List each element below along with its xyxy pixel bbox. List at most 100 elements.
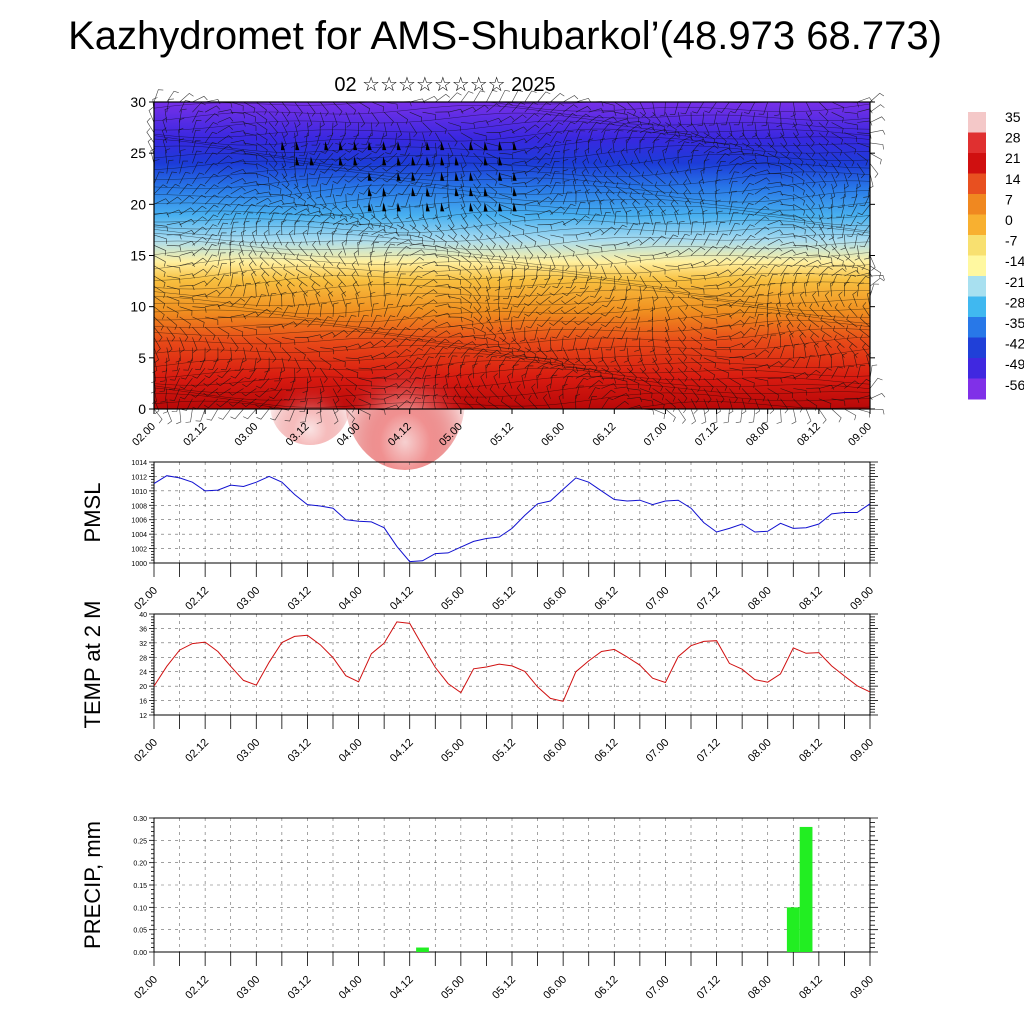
wind-barb [226,347,233,363]
wind-barb [300,132,308,147]
wind-barb [525,316,538,329]
wind-barb [767,264,780,277]
wind-barb [524,90,537,103]
wind-barb [818,408,827,424]
wind-barb [535,306,551,316]
wind-barb [729,288,744,297]
wind-barb [447,224,457,240]
wind-barb [647,306,654,322]
wind-barb [358,398,371,410]
wind-barb [256,197,272,205]
wind-barb [332,142,347,153]
wind-barb [543,394,551,410]
contour-line [153,289,871,307]
wind-barb [687,158,693,174]
wind-barb [550,103,565,113]
wind-barb [652,388,665,401]
wind-barb [690,306,703,318]
wind-barb [280,357,286,374]
wind-barb [845,214,858,227]
wind-barb [741,388,752,403]
wind-barb [562,218,579,226]
wind-barb [358,367,373,374]
wind-barb [435,245,448,255]
wind-barb [283,253,295,266]
wind-barb [486,265,492,282]
wind-barb [805,265,820,277]
wind-barb [575,367,590,375]
x-tick-label: 03.12 [286,737,314,765]
wind-barb [371,364,387,370]
wind-barb [550,364,566,369]
wind-barb [332,204,343,218]
wind-barb [166,265,181,273]
wind-pennant [469,187,474,197]
wind-barb [256,111,268,125]
wind-barb [217,155,233,164]
wind-barb [217,252,226,266]
wind-barb [767,283,776,297]
wind-barb [741,245,756,256]
y-tick-label: 20 [139,684,147,691]
wind-barb [153,184,168,195]
wind-barb [652,139,660,154]
wind-barb [537,91,551,103]
wind-barb [204,234,218,246]
wind-barb [153,316,164,331]
x-tick-label: 05.12 [490,585,518,613]
wind-barb [179,316,191,329]
wind-barb [601,244,617,250]
wind-barb [637,347,643,363]
wind-barb [385,142,398,155]
wind-barb [639,122,654,130]
wind-barb [556,337,564,352]
wind-barb [281,163,288,179]
wind-barb [435,284,451,290]
wind-barb [230,221,239,236]
wind-barb [610,275,616,291]
wind-barb [409,275,423,287]
wind-barb [652,367,662,383]
wind-barb [743,101,756,114]
wind-barb [249,357,257,372]
wind-barb [271,252,283,266]
wind-barb [422,309,438,318]
wind-barb [228,398,244,407]
wind-barb [332,346,348,352]
contour-line [153,297,871,315]
wind-barb [192,194,207,205]
wind-barb [805,355,816,369]
wind-barb [588,114,604,123]
wind-barb [716,335,732,341]
wind-barb [320,216,335,226]
wind-barb [831,173,838,189]
wind-barb [204,113,220,123]
wind-barb [741,173,756,185]
wind-barb [319,152,334,164]
colorbar-swatch [968,214,986,236]
wind-barb [690,326,703,340]
wind-barb [741,235,756,246]
wind-barb [690,233,703,246]
wind-barb [294,304,305,318]
wind-barb [268,132,278,148]
wind-barb [268,153,278,168]
wind-barb [677,357,688,372]
wind-barb [268,122,278,137]
wind-barb [409,357,423,369]
wind-barb [335,183,347,197]
wind-barb [827,214,833,230]
wind-barb [166,196,182,205]
wind-barb [524,359,540,369]
wind-barb [285,241,295,256]
wind-barb [473,193,482,209]
wind-barb [421,132,427,149]
wind-barb [241,388,257,397]
contour-line [153,137,871,153]
wind-barb [371,142,385,154]
wind-barb [179,160,188,174]
wind-barb [312,240,321,256]
wind-barb [204,289,221,297]
wind-barb [631,306,641,320]
